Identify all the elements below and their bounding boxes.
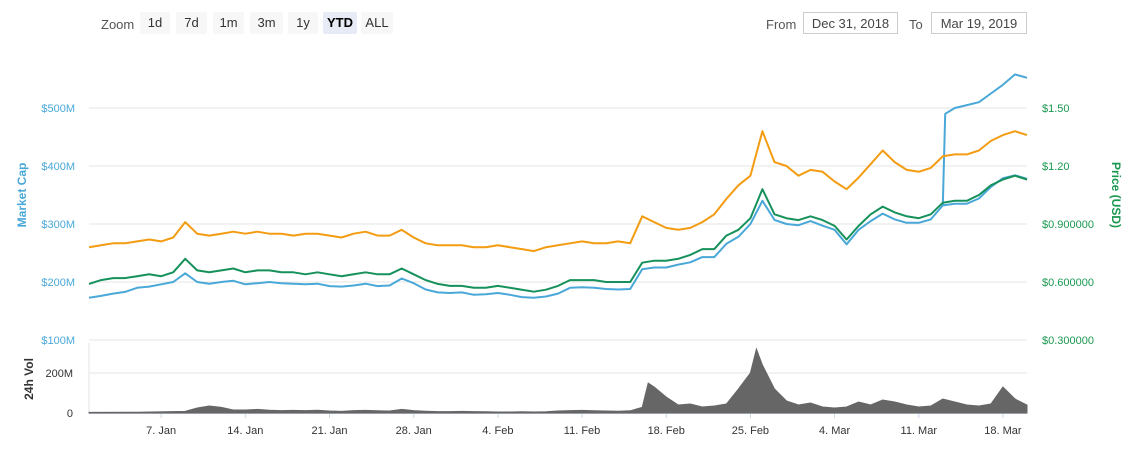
x-tick-label-10: 18. Mar [984, 425, 1022, 437]
x-tick-label-5: 11. Feb [564, 425, 601, 437]
series-line-1 [941, 73, 1028, 206]
x-tick-label-9: 11. Mar [901, 425, 938, 437]
zoom-7d-button[interactable]: 7d [176, 12, 207, 34]
right-tick-label-3: $1.20 [1042, 161, 1070, 173]
right-tick-label-0: $0.300000 [1042, 335, 1094, 347]
zoom-1d-button[interactable]: 1d [140, 12, 170, 34]
zoom-1y-button[interactable]: 1y [288, 12, 318, 34]
volume-series [88, 347, 1028, 414]
axis-labels: $100M $200M $300M $400M $500M $0.300000 $0.600… [41, 103, 1094, 437]
left-axis-title: Market Cap [15, 163, 29, 228]
zoom-1m-button[interactable]: 1m [213, 12, 244, 34]
x-tick-label-1: 14. Jan [227, 425, 263, 437]
volume-area [88, 347, 1028, 414]
series-line-3 [88, 174, 1028, 293]
x-tick-label-7: 25. Feb [732, 425, 769, 437]
zoom-all-button[interactable]: ALL [361, 12, 393, 34]
zoom-label: Zoom [101, 17, 135, 32]
to-date-input[interactable]: Mar 19, 2019 [931, 12, 1027, 34]
from-date-input[interactable]: Dec 31, 2018 [803, 12, 898, 34]
from-label: From [766, 17, 797, 32]
x-tick-label-4: 4. Feb [482, 425, 513, 437]
zoom-ytd-button[interactable]: YTD [323, 12, 357, 34]
series-lines [88, 73, 1028, 299]
right-axis-title: Price (USD) [1109, 162, 1123, 228]
volume-axis-title: 24h Vol [22, 358, 36, 400]
left-tick-label-1: $200M [41, 277, 75, 289]
left-tick-label-0: $100M [41, 335, 75, 347]
series-line-2 [88, 130, 1028, 253]
right-tick-label-2: $0.900000 [1042, 219, 1094, 231]
to-label: To [909, 17, 923, 32]
x-tick-label-2: 21. Jan [311, 425, 347, 437]
volume-tick-label-1: 200M [45, 368, 73, 380]
zoom-3m-button[interactable]: 3m [250, 12, 283, 34]
chart-toolbar: Zoom 1d 7d 1m 3m 1y YTD ALL From Dec 31,… [0, 0, 1134, 50]
x-tick-label-3: 28. Jan [396, 425, 432, 437]
volume-tick-label-0: 0 [67, 408, 73, 420]
right-tick-label-1: $0.600000 [1042, 277, 1094, 289]
series-line-0 [88, 174, 1028, 299]
x-tick-label-6: 18. Feb [648, 425, 685, 437]
left-tick-label-3: $400M [41, 161, 75, 173]
x-tick-label-0: 7. Jan [146, 425, 176, 437]
x-tick-label-8: 4. Mar [819, 425, 851, 437]
left-tick-label-4: $500M [41, 103, 75, 115]
left-tick-label-2: $300M [41, 219, 75, 231]
right-tick-label-4: $1.50 [1042, 103, 1070, 115]
